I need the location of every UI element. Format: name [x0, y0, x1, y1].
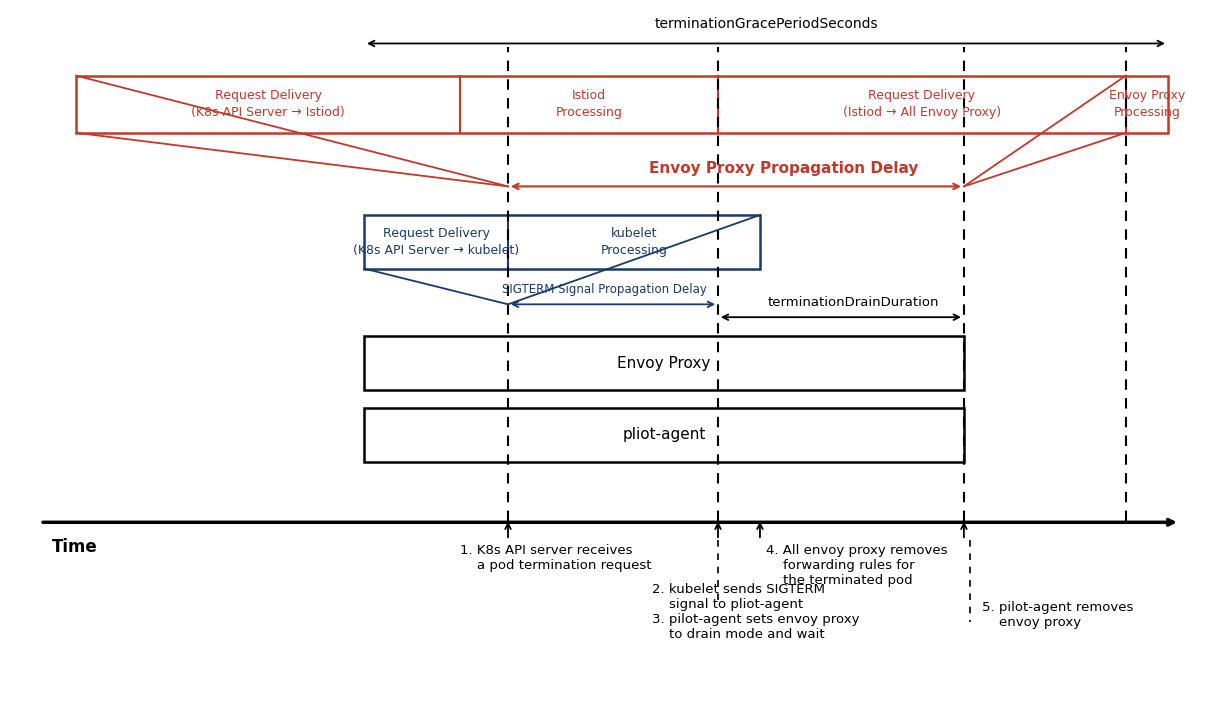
- Text: Envoy Proxy: Envoy Proxy: [1109, 89, 1185, 102]
- FancyBboxPatch shape: [364, 336, 964, 390]
- Text: terminationGracePeriodSeconds: terminationGracePeriodSeconds: [655, 17, 878, 30]
- Text: (K8s API Server → kubelet): (K8s API Server → kubelet): [353, 244, 519, 257]
- Text: 1. K8s API server receives
    a pod termination request: 1. K8s API server receives a pod termina…: [460, 544, 651, 572]
- Text: terminationDrainDuration: terminationDrainDuration: [767, 296, 939, 309]
- Text: Request Delivery: Request Delivery: [383, 227, 489, 240]
- Text: (K8s API Server → Istiod): (K8s API Server → Istiod): [191, 106, 345, 119]
- Text: pliot-agent: pliot-agent: [622, 427, 705, 442]
- Text: 4. All envoy proxy removes
    forwarding rules for
    the terminated pod: 4. All envoy proxy removes forwarding ru…: [766, 544, 947, 587]
- Text: Request Delivery: Request Delivery: [869, 89, 975, 102]
- Text: SIGTERM Signal Propagation Delay: SIGTERM Signal Propagation Delay: [503, 283, 707, 296]
- FancyBboxPatch shape: [364, 408, 964, 461]
- Text: Istiod: Istiod: [571, 89, 606, 102]
- Text: Envoy Proxy: Envoy Proxy: [617, 356, 710, 371]
- Text: Processing: Processing: [556, 106, 622, 119]
- Text: Processing: Processing: [600, 244, 668, 257]
- FancyBboxPatch shape: [364, 215, 760, 268]
- Text: Processing: Processing: [1114, 106, 1180, 119]
- Text: Request Delivery: Request Delivery: [215, 89, 321, 102]
- Text: 2. kubelet sends SIGTERM
    signal to pliot-agent
3. pilot-agent sets envoy pro: 2. kubelet sends SIGTERM signal to pliot…: [652, 583, 859, 641]
- Text: Time: Time: [52, 538, 98, 556]
- FancyBboxPatch shape: [76, 76, 1168, 133]
- Text: (Istiod → All Envoy Proxy): (Istiod → All Envoy Proxy): [843, 106, 1001, 119]
- Text: 5. pilot-agent removes
    envoy proxy: 5. pilot-agent removes envoy proxy: [982, 601, 1133, 629]
- Text: kubelet: kubelet: [611, 227, 657, 240]
- Text: Envoy Proxy Propagation Delay: Envoy Proxy Propagation Delay: [649, 161, 918, 176]
